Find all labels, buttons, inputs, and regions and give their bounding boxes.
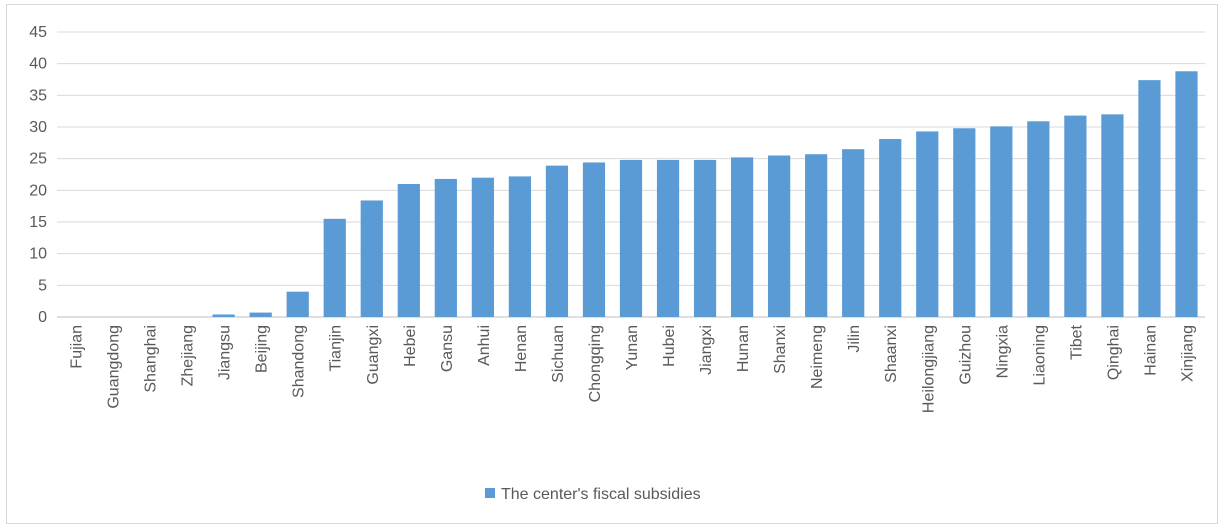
x-tick-label: Guangxi <box>365 325 382 385</box>
bar-liaoning <box>1027 121 1050 317</box>
x-tick-label: Liaoning <box>1031 325 1048 386</box>
bar-ningxia <box>990 126 1013 317</box>
bar-henan <box>508 176 532 317</box>
bar-chart: 0 5 10 15 20 25 30 35 40 45 Fujian Guangdong Shangh… <box>29 24 1205 503</box>
y-tick-label: 15 <box>29 214 47 231</box>
bar-jiangxi <box>693 159 717 317</box>
y-tick-label: 0 <box>38 309 47 326</box>
x-axis: Fujian Guangdong Shanghai Zhejiang Jiangsu Be… <box>69 324 1197 413</box>
chart-area: 0 5 10 15 20 25 30 35 40 45 Fujian Guangdong Shangh… <box>6 4 1218 524</box>
x-tick-label: Hebei <box>402 325 419 367</box>
x-tick-label: Shanghai <box>143 325 160 393</box>
x-tick-label: Shanxi <box>772 325 789 374</box>
bar-tianjin <box>323 218 346 317</box>
x-tick-label: Gansu <box>439 325 456 372</box>
x-tick-label: Fujian <box>69 325 86 369</box>
x-tick-label: Yunan <box>624 325 641 370</box>
x-tick-label: Qinghai <box>1105 325 1122 380</box>
bar-gansu <box>434 178 457 317</box>
y-axis: 0 5 10 15 20 25 30 35 40 45 <box>29 24 47 326</box>
x-tick-label: Tibet <box>1068 324 1085 360</box>
x-tick-label: Jiangxi <box>698 325 715 375</box>
x-tick-label: Heilongjiang <box>920 325 937 413</box>
x-tick-label: Ningxia <box>994 325 1011 378</box>
y-tick-label: 20 <box>29 182 47 199</box>
bar-hunan <box>730 157 754 317</box>
bar-anhui <box>471 177 494 317</box>
x-tick-label: Neimeng <box>809 325 826 389</box>
x-tick-label: Tianjin <box>328 325 345 372</box>
y-tick-label: 40 <box>29 56 47 73</box>
bar-shanxi <box>768 155 791 317</box>
x-tick-label: Jilin <box>846 325 863 353</box>
bar-guizhou <box>953 128 976 317</box>
bar-guangxi <box>360 200 383 317</box>
x-tick-label: Jiangsu <box>217 325 234 380</box>
legend-label: The center's fiscal subsidies <box>501 486 701 503</box>
bar-hainan <box>1138 80 1161 317</box>
x-tick-label: Chongqing <box>587 325 604 402</box>
bar-xinjiang <box>1175 71 1198 318</box>
y-tick-label: 35 <box>29 87 47 104</box>
bar-hubei <box>656 159 680 317</box>
bar-yunan <box>619 159 643 317</box>
bar-sichuan <box>545 165 569 317</box>
bar-neimeng <box>805 154 828 317</box>
bar-jilin <box>842 149 865 317</box>
bar-shaanxi <box>879 139 902 317</box>
x-tick-label: Guangdong <box>106 325 123 409</box>
y-tick-label: 25 <box>29 151 47 168</box>
bar-beijing <box>249 312 272 317</box>
bar-qinghai <box>1101 114 1124 317</box>
legend: The center's fiscal subsidies <box>485 486 701 503</box>
x-tick-label: Shandong <box>291 325 308 398</box>
y-tick-label: 30 <box>29 119 47 136</box>
bar-heilongjiang <box>916 131 939 317</box>
x-tick-label: Sichuan <box>550 325 567 383</box>
x-tick-label: Guizhou <box>957 325 974 385</box>
x-tick-label: Anhui <box>476 325 493 366</box>
bars <box>212 71 1198 318</box>
bar-shandong <box>286 291 309 317</box>
y-tick-label: 5 <box>38 277 47 294</box>
bar-tibet <box>1064 115 1087 317</box>
bar-hebei <box>397 184 420 317</box>
y-tick-label: 45 <box>29 24 47 41</box>
y-tick-label: 10 <box>29 246 47 263</box>
bar-chongqing <box>582 162 606 317</box>
x-tick-label: Hainan <box>1142 325 1159 376</box>
x-tick-label: Shaanxi <box>883 325 900 383</box>
x-tick-label: Zhejiang <box>180 325 197 386</box>
x-tick-label: Hubei <box>661 325 678 367</box>
x-tick-label: Xinjiang <box>1179 325 1196 382</box>
bar-jiangsu <box>212 314 235 317</box>
x-tick-label: Henan <box>513 325 530 372</box>
legend-swatch <box>485 488 495 498</box>
x-tick-label: Beijing <box>254 325 271 373</box>
x-tick-label: Hunan <box>735 325 752 372</box>
